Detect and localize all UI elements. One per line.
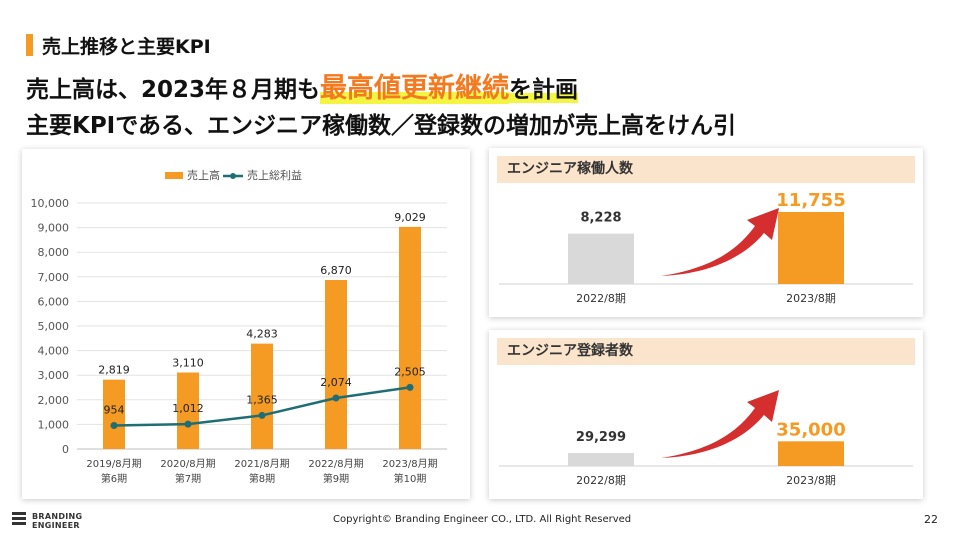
logo-line-1: BRANDING <box>32 512 83 521</box>
sales-bar <box>251 343 273 449</box>
headline-kpi: 主要KPIである、エンジニア稼働数／登録数の増加が売上高をけん引 <box>26 113 737 139</box>
company-logo-icon <box>12 512 26 525</box>
sales-bar <box>103 379 125 449</box>
legend-label-sales: 売上高 <box>187 168 220 182</box>
kpi-bar-current <box>778 212 844 284</box>
logo-line-2: ENGINEER <box>32 521 80 530</box>
x-tick-sublabel: 第9期 <box>323 472 349 485</box>
section-accent-bar <box>26 34 33 56</box>
y-tick-label: 3,000 <box>38 369 70 382</box>
gross-profit-point <box>110 422 118 430</box>
x-tick-sublabel: 第10期 <box>394 472 427 485</box>
y-tick-label: 0 <box>62 443 69 456</box>
page-number: 22 <box>924 513 938 526</box>
x-tick-sublabel: 第7期 <box>175 472 201 485</box>
gross-profit-label: 2,505 <box>394 365 426 378</box>
sales-bar-label: 2,819 <box>98 364 130 377</box>
gross-profit-point <box>184 420 192 428</box>
kpi-value-current: 11,755 <box>776 190 845 211</box>
growth-arrow-icon <box>661 208 779 276</box>
kpi-category-label: 2022/8期 <box>576 292 626 305</box>
sales-chart-panel: 0 1,000 2,000 3,000 4,000 5,000 6,000 7,000 8,00… <box>22 149 470 499</box>
kpi-bar-current <box>778 441 844 466</box>
sales-bar <box>177 372 199 449</box>
section-title: 売上推移と主要KPI <box>42 36 211 58</box>
headline-sales-post: を計画 <box>509 77 579 103</box>
x-tick-label: 2022/8月期 <box>308 458 363 470</box>
kpi-panel-working-engineers: エンジニア稼働人数 8,228 2022/8期 11,755 2023/8期 <box>489 148 923 317</box>
kpi-chart-registered-engineers: 29,299 2022/8期 35,000 2023/8期 <box>499 390 913 487</box>
kpi-value-current: 35,000 <box>776 419 845 440</box>
x-tick-label: 2019/8月期 <box>86 458 141 470</box>
x-tick-sublabel: 第8期 <box>249 472 275 485</box>
kpi-chart-working-engineers: 8,228 2022/8期 11,755 2023/8期 <box>499 190 913 305</box>
x-tick-sublabel: 第6期 <box>101 472 127 485</box>
kpi-value-previous: 29,299 <box>576 430 626 445</box>
y-tick-label: 7,000 <box>38 271 70 284</box>
sales-profit-chart: 0 1,000 2,000 3,000 4,000 5,000 6,000 7,000 8,00… <box>31 168 447 485</box>
legend-marker-profit <box>230 173 236 179</box>
kpi-category-label: 2022/8期 <box>576 474 626 487</box>
gross-profit-label: 2,074 <box>320 376 352 389</box>
kpi-panel-registered-engineers: エンジニア登録者数 29,299 2022/8期 35,000 2023/8期 <box>489 330 923 499</box>
copyright-text: Copyright© Branding Engineer CO., LTD. A… <box>333 514 632 525</box>
gross-profit-point <box>258 411 266 419</box>
kpi-category-label: 2023/8期 <box>786 474 836 487</box>
headline-sales: 売上高は、2023年８月期も最高値更新継続を計画 <box>26 66 579 105</box>
headline-highlight: 最高値更新継続 <box>320 73 510 104</box>
y-tick-label: 1,000 <box>38 418 70 431</box>
kpi-bar-previous <box>568 453 634 466</box>
kpi-title-registered-engineers: エンジニア登録者数 <box>497 338 915 365</box>
growth-arrow-icon <box>661 390 779 458</box>
y-tick-label: 9,000 <box>38 222 70 235</box>
legend-swatch-sales <box>165 172 183 179</box>
headline-sales-pre: 売上高は、2023年８月期も <box>26 77 321 103</box>
gross-profit-point <box>406 383 414 391</box>
sales-bar-label: 4,283 <box>246 328 278 341</box>
kpi-bar-previous <box>568 233 634 284</box>
y-tick-label: 10,000 <box>31 197 70 210</box>
gross-profit-label: 1,365 <box>246 393 278 406</box>
y-tick-label: 8,000 <box>38 246 70 259</box>
x-tick-label: 2021/8月期 <box>234 458 289 470</box>
y-tick-label: 2,000 <box>38 394 70 407</box>
sales-bar-label: 3,110 <box>172 356 204 369</box>
x-tick-label: 2020/8月期 <box>160 458 215 470</box>
sales-bar-label: 9,029 <box>394 211 426 224</box>
gross-profit-label: 954 <box>104 404 125 417</box>
y-tick-label: 5,000 <box>38 320 70 333</box>
y-tick-label: 4,000 <box>38 345 70 358</box>
company-logo-text: BRANDING ENGINEER <box>32 512 82 530</box>
legend-label-profit: 売上総利益 <box>247 168 302 182</box>
gross-profit-point <box>332 394 340 402</box>
kpi-title-working-engineers: エンジニア稼働人数 <box>497 156 915 183</box>
sales-bar <box>399 226 421 449</box>
kpi-category-label: 2023/8期 <box>786 292 836 305</box>
x-tick-label: 2023/8月期 <box>382 458 437 470</box>
sales-bar-label: 6,870 <box>320 264 352 277</box>
y-tick-label: 6,000 <box>38 295 70 308</box>
sales-bar <box>325 279 347 449</box>
kpi-value-previous: 8,228 <box>580 211 621 226</box>
gross-profit-label: 1,012 <box>172 402 204 415</box>
